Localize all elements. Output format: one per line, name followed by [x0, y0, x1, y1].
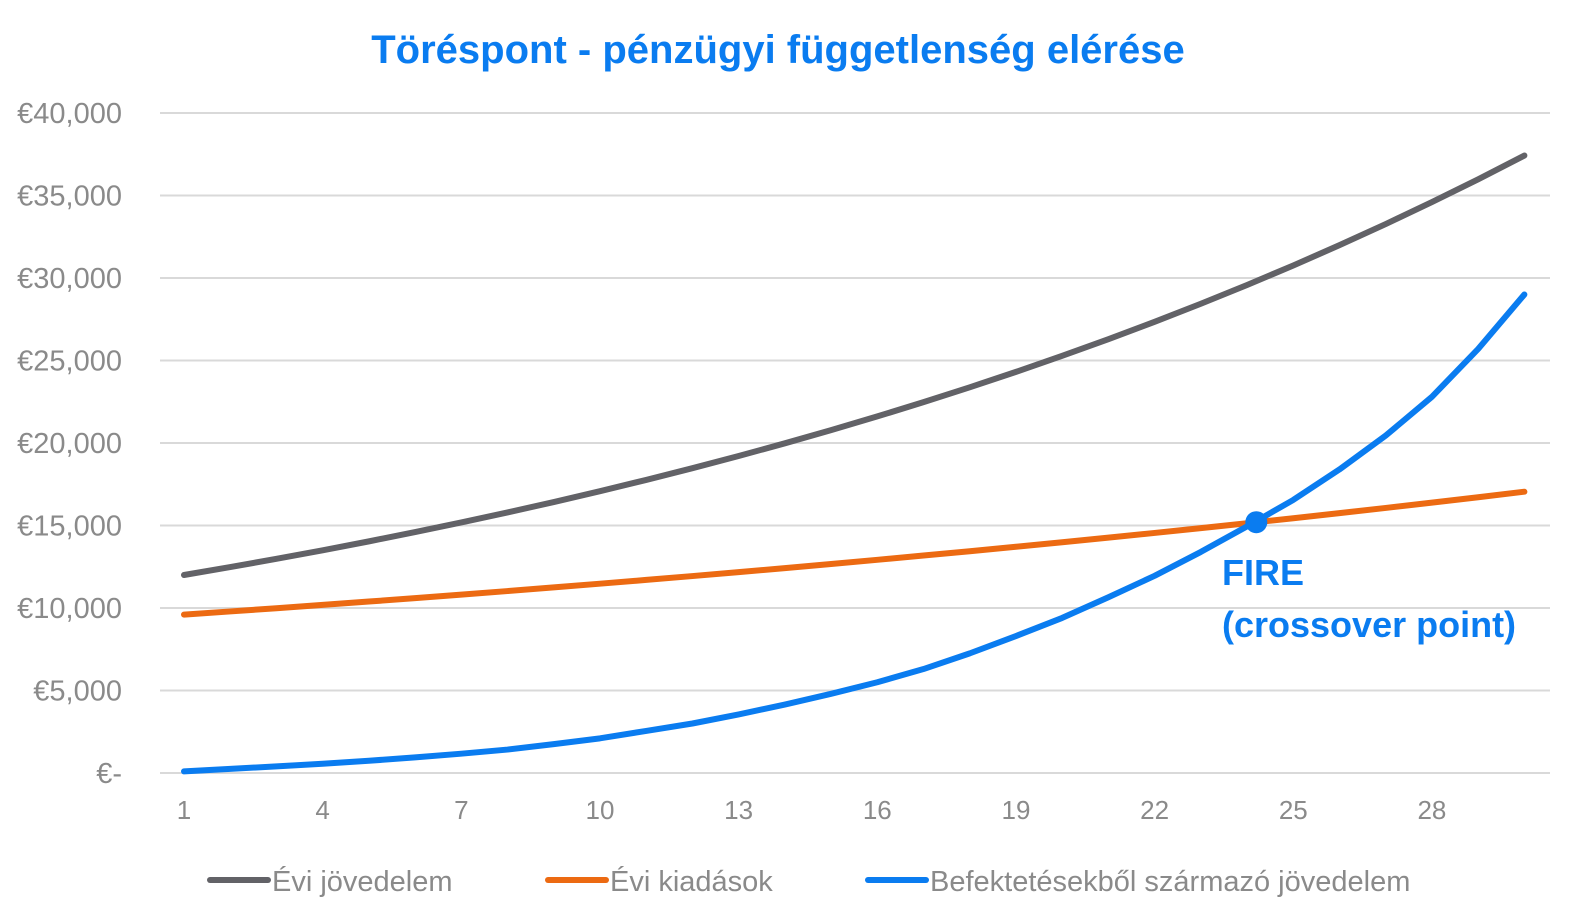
x-tick-label: 28	[1417, 795, 1446, 825]
y-tick-label: €15,000	[17, 511, 122, 543]
series-lines	[181, 152, 1528, 775]
x-tick-label: 22	[1140, 795, 1169, 825]
series-line-2	[181, 488, 1528, 618]
x-tick-label: 4	[315, 795, 329, 825]
y-tick-label: €10,000	[17, 593, 122, 625]
y-tick-label: €20,000	[17, 428, 122, 460]
x-tick-label: 19	[1001, 795, 1030, 825]
x-tick-label: 13	[724, 795, 753, 825]
annotation-crossover-label: (crossover point)	[1222, 604, 1516, 645]
legend-label-1: Évi jövedelem	[272, 865, 453, 898]
crossover-point-marker	[1245, 511, 1268, 534]
y-tick-label: €-	[96, 758, 122, 790]
y-tick-label: €30,000	[17, 263, 122, 295]
annotation-fire-label: FIRE	[1222, 552, 1304, 593]
x-tick-label: 7	[454, 795, 468, 825]
x-tick-label: 1	[177, 795, 191, 825]
annotation-group: FIRE (crossover point)	[1222, 511, 1516, 645]
legend-label-2: Évi kiadások	[610, 865, 773, 898]
y-axis-ticks: €- €5,000 €10,000 €15,000 €20,000 €25,000 €30,…	[17, 98, 122, 790]
gridlines	[160, 112, 1550, 774]
y-tick-label: €35,000	[17, 181, 122, 213]
legend: Évi jövedelem Évi kiadások Befektetésekből…	[207, 865, 1410, 898]
series-line-1	[181, 152, 1528, 578]
x-axis-ticks: 1 4 7 10 13 16 19 22 25 28	[177, 795, 1447, 825]
series-line-3	[181, 291, 1528, 775]
legend-label-3: Befektetésekből származó jövedelem	[930, 866, 1410, 898]
y-tick-label: €40,000	[17, 98, 122, 130]
x-tick-label: 16	[863, 795, 892, 825]
chart-title: Töréspont - pénzügyi függetlenség elérés…	[371, 28, 1184, 72]
y-tick-label: €25,000	[17, 346, 122, 378]
y-tick-label: €5,000	[33, 676, 122, 708]
x-tick-label: 10	[586, 795, 615, 825]
x-tick-label: 25	[1279, 795, 1308, 825]
